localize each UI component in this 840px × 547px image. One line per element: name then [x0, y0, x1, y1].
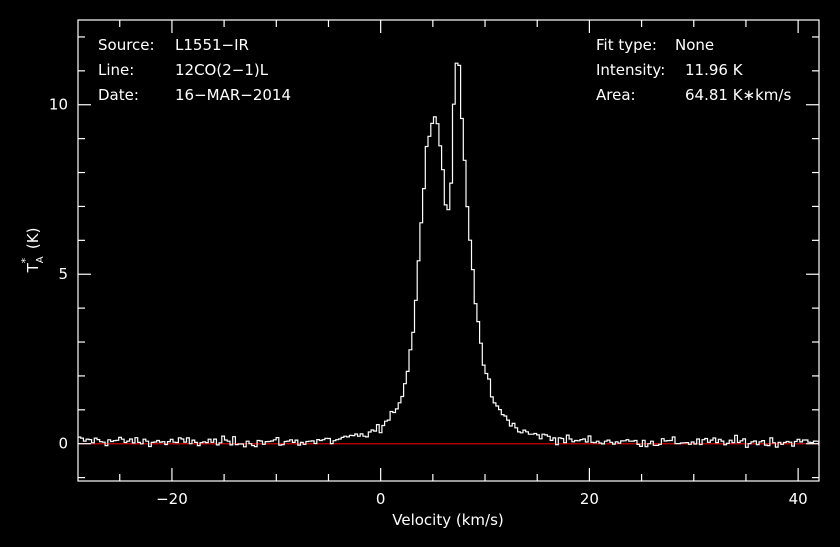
x-tick-label: 0 — [376, 490, 386, 508]
info-date-value: 16−MAR−2014 — [175, 86, 291, 104]
spectrum-series-line — [78, 62, 820, 448]
info-line-key: Line: — [98, 61, 134, 79]
info-intensity-value: 11.96 K — [685, 61, 744, 79]
info-area-value: 64.81 K∗km/s — [685, 86, 791, 104]
x-tick-label: 20 — [580, 490, 599, 508]
info-line-value: 12CO(2−1)L — [175, 61, 269, 79]
ticks-layer: −20 0 20 40 0 5 10 — [49, 19, 820, 508]
info-area-key: Area: — [596, 86, 636, 104]
info-source-key: Source: — [98, 36, 155, 54]
info-date-key: Date: — [98, 86, 139, 104]
y-axis-label-text: TA* (K) — [19, 228, 46, 274]
y-tick-label: 0 — [58, 435, 68, 453]
info-block-right: Fit type: None Intensity: 11.96 K Area: … — [596, 36, 791, 104]
x-tick-label: 40 — [789, 490, 808, 508]
info-source-value: L1551−IR — [175, 36, 249, 54]
y-tick-label: 5 — [58, 265, 68, 283]
plot-layer — [78, 62, 820, 448]
info-intensity-key: Intensity: — [596, 61, 665, 79]
info-block-left: Source: L1551−IR Line: 12CO(2−1)L Date: … — [98, 36, 291, 104]
x-tick-label: −20 — [156, 490, 188, 508]
y-axis-label: TA* (K) — [19, 228, 46, 274]
info-fittype-key: Fit type: — [596, 36, 657, 54]
info-fittype-value: None — [675, 36, 714, 54]
y-tick-label: 10 — [49, 96, 68, 114]
x-axis-label: Velocity (km/s) — [392, 511, 503, 529]
plot-frame — [77, 19, 820, 482]
